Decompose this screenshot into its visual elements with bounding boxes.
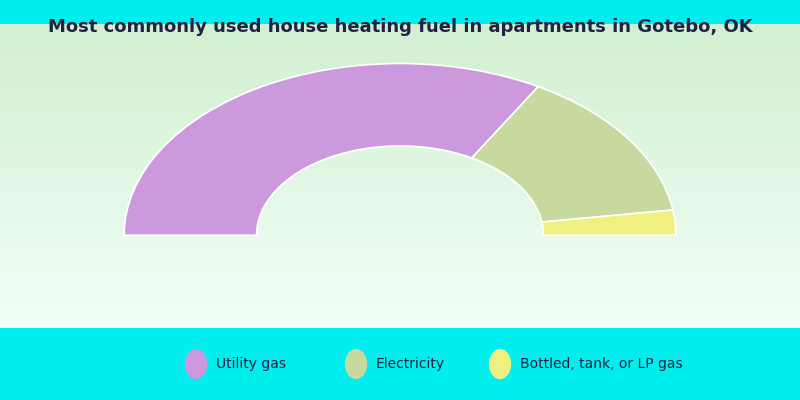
Ellipse shape xyxy=(345,349,367,379)
Ellipse shape xyxy=(185,349,207,379)
Ellipse shape xyxy=(489,349,511,379)
Text: Most commonly used house heating fuel in apartments in Gotebo, OK: Most commonly used house heating fuel in… xyxy=(48,18,752,36)
Wedge shape xyxy=(124,64,538,235)
Wedge shape xyxy=(542,210,676,235)
Text: Electricity: Electricity xyxy=(376,357,445,371)
Text: Bottled, tank, or LP gas: Bottled, tank, or LP gas xyxy=(520,357,682,371)
Wedge shape xyxy=(472,87,673,222)
Text: Utility gas: Utility gas xyxy=(216,357,286,371)
